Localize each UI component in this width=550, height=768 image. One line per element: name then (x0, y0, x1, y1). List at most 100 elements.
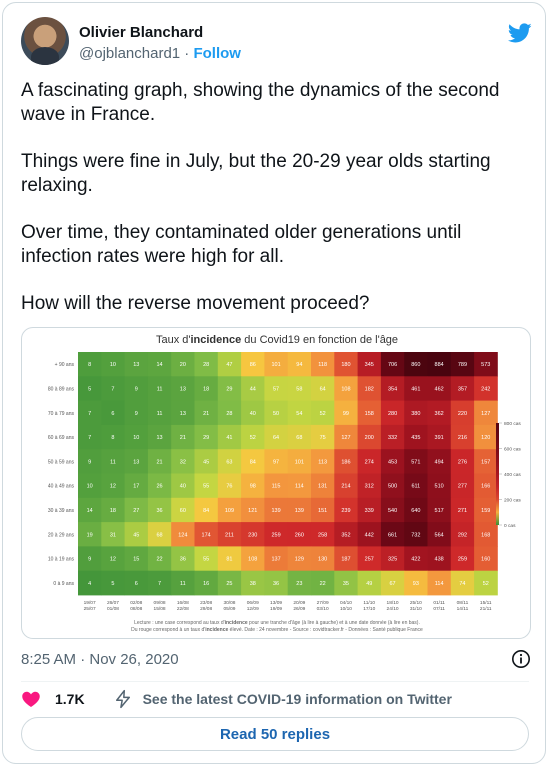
heatmap-cell (427, 424, 452, 450)
cell-value: 357 (458, 386, 467, 392)
heatmap-cell (450, 449, 475, 474)
cell-value: 45 (203, 459, 209, 465)
covid-info-link[interactable]: See the latest COVID-19 information on T… (142, 691, 452, 707)
cell-value: 97 (273, 459, 279, 465)
heatmap-cell (101, 522, 125, 547)
cell-value: 137 (271, 557, 280, 563)
heatmap-cell (404, 497, 428, 523)
age-label: 30 à 39 ans (48, 508, 75, 514)
cell-value: 38 (250, 581, 256, 587)
cell-value: 573 (481, 362, 490, 368)
cell-value: 75 (320, 435, 326, 441)
week-end-label: 03/10 (317, 606, 329, 612)
cell-value: 13 (156, 435, 162, 441)
cell-value: 380 (411, 411, 420, 417)
cell-value: 260 (295, 532, 304, 538)
read-replies-button[interactable]: Read 50 replies (21, 717, 529, 751)
info-icon[interactable] (511, 649, 531, 669)
legend-label: 600 cas (504, 446, 521, 452)
cell-value: 789 (458, 362, 467, 368)
cell-value: 17 (133, 484, 139, 490)
heatmap-cell (474, 424, 498, 450)
heatmap-cell (147, 352, 172, 377)
author-name[interactable]: Olivier Blanchard (79, 24, 204, 41)
week-start-label: 15/11 (480, 600, 492, 606)
heatmap-cell (357, 352, 382, 377)
cell-value: 732 (411, 532, 420, 538)
heatmap-cell (124, 546, 149, 572)
cell-value: 25 (226, 581, 232, 587)
tweet-media-chart[interactable]: Taux d'incidence du Covid19 en fonction … (21, 327, 531, 639)
age-label: + 90 ans (55, 362, 75, 368)
cell-value: 12 (110, 484, 116, 490)
avatar[interactable] (21, 17, 69, 65)
heatmap-cell (101, 497, 125, 523)
cell-value: 108 (341, 386, 350, 392)
cell-value: 52 (320, 411, 326, 417)
cell-value: 55 (203, 484, 209, 490)
heatmap-cell (264, 376, 289, 401)
tweet-timestamp[interactable]: 8:25 AM · Nov 26, 2020 (21, 651, 179, 668)
cell-value: 352 (341, 532, 350, 538)
cell-value: 67 (389, 581, 395, 587)
cell-value: 32 (180, 459, 186, 465)
week-end-label: 22/08 (177, 606, 189, 612)
heatmap-cell (124, 570, 149, 596)
heatmap-cell (380, 497, 405, 523)
heart-icon[interactable] (21, 689, 41, 709)
heatmap-cell (474, 522, 498, 547)
heatmap-cell (474, 546, 498, 572)
cell-value: 354 (388, 386, 397, 392)
cell-value: 20 (180, 362, 186, 368)
cell-value: 10 (110, 362, 116, 368)
cell-value: 101 (271, 362, 280, 368)
heatmap-cell (357, 546, 382, 572)
tweet-paragraph: Over time, they contaminated older gener… (21, 222, 462, 267)
cell-value: 21 (203, 411, 209, 417)
cell-value: 64 (320, 386, 326, 392)
heatmap-cell (124, 473, 149, 499)
cell-value: 339 (365, 508, 374, 514)
heatmap-cell (357, 522, 382, 547)
cell-value: 68 (296, 435, 302, 441)
tweet-paragraph: How will the reverse movement proceed? (21, 293, 370, 314)
heatmap-cell (147, 497, 172, 523)
cell-value: 84 (250, 459, 256, 465)
heatmap-cell (241, 522, 265, 547)
heatmap-cell (147, 570, 172, 596)
heatmap-cell (264, 473, 289, 499)
cell-value: 453 (388, 459, 397, 465)
incidence-heatmap: Taux d'incidence du Covid19 en fonction … (48, 334, 522, 633)
heatmap-cell (78, 449, 102, 474)
cell-value: 7 (111, 386, 114, 392)
heatmap-cell (241, 376, 265, 401)
week-end-label: 14/11 (457, 606, 469, 612)
age-label: 10 à 19 ans (48, 557, 75, 563)
twitter-bird-icon[interactable] (508, 21, 532, 45)
cell-value: 230 (248, 532, 257, 538)
cell-value: 259 (271, 532, 280, 538)
cell-value: 129 (295, 557, 304, 563)
follow-button[interactable]: Follow (193, 45, 241, 62)
heatmap-cell (194, 570, 219, 596)
cell-value: 98 (250, 484, 256, 490)
heatmap-cell (404, 546, 428, 572)
heatmap-cell (380, 376, 405, 401)
cell-value: 168 (481, 532, 490, 538)
heatmap-cell (474, 449, 498, 474)
heatmap-cell (101, 424, 125, 450)
heatmap-cell (404, 424, 428, 450)
heatmap-cell (171, 522, 195, 547)
cell-value: 706 (388, 362, 397, 368)
heatmap-cell (334, 400, 358, 426)
week-start-label: 27/09 (317, 600, 329, 606)
cell-value: 15 (133, 557, 139, 563)
heatmap-cell (241, 352, 265, 377)
like-count[interactable]: 1.7K (55, 691, 85, 707)
cell-value: 52 (250, 435, 256, 441)
heatmap-cell (311, 546, 335, 572)
week-end-label: 25/07 (84, 606, 96, 612)
heatmap-cell (101, 546, 125, 572)
cell-value: 187 (341, 557, 350, 563)
author-handle[interactable]: @ojblanchard1 (79, 45, 181, 62)
